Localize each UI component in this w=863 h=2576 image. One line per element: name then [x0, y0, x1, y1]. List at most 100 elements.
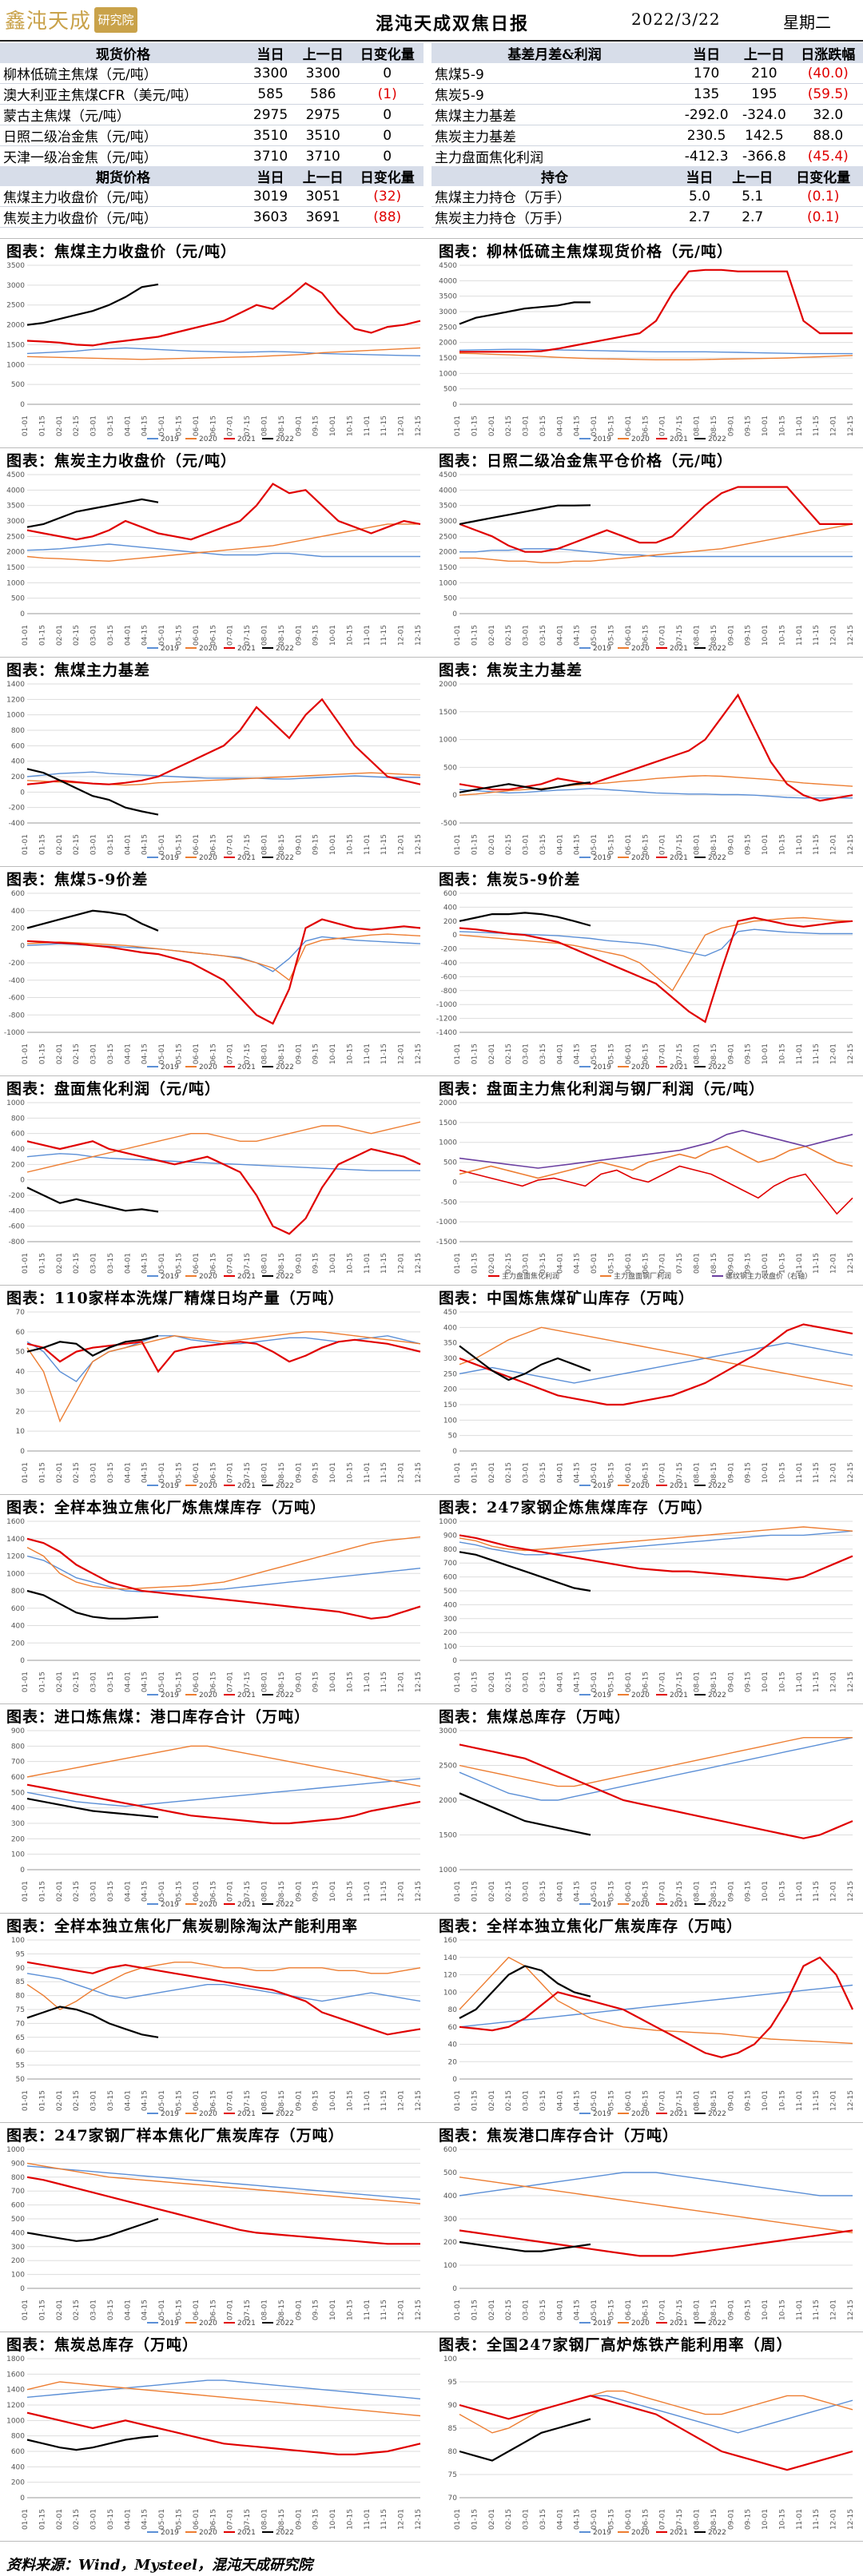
x-tick-label: 09-15 — [312, 1881, 320, 1902]
x-tick-label: 12-15 — [847, 625, 855, 646]
x-tick-label: 02-01 — [56, 415, 64, 436]
x-tick-label: 02-15 — [505, 415, 513, 436]
y-tick-label: 0 — [20, 942, 25, 950]
chart-panel: 图表：247家钢企炼焦煤库存（万吨） 0 100 200 300 400 500 600 700… — [432, 1496, 861, 1705]
x-tick-label: 10-15 — [346, 1253, 354, 1274]
row-label: 焦煤5-9 — [432, 63, 678, 84]
x-tick-label: 09-01 — [727, 1462, 735, 1483]
line-chart: 50 55 60 65 70 75 80 85 90 95 100 01-01 01-15 02-01 02… — [11, 1937, 423, 2118]
x-tick-label: 11-01 — [364, 834, 372, 855]
legend-label: 2022 — [276, 854, 294, 862]
series-line-2022 — [26, 2435, 159, 2451]
chart-panel: 图表：日照二级冶金焦平仓价格（元/吨） 0 500 1000 1500 2000 2500 3… — [432, 449, 861, 658]
legend-label: 2022 — [276, 2320, 294, 2328]
x-tick-label: 08-01 — [693, 1672, 701, 1692]
x-tick-label: 07-01 — [659, 2090, 667, 2111]
row-label: 日照二级冶金焦（元/吨） — [0, 125, 246, 146]
y-tick-label: 85 — [448, 2425, 457, 2433]
x-tick-label: 06-15 — [209, 2300, 217, 2320]
y-tick-label: 20 — [16, 1408, 26, 1416]
row-value: 0 — [351, 63, 424, 84]
chart-title: 图表：全样本独立焦化厂焦炭剔除淘汰产能利用率 — [6, 1918, 359, 1935]
x-tick-label: 02-15 — [73, 2300, 81, 2320]
x-tick-label: 06-15 — [642, 1044, 650, 1064]
x-tick-label: 12-01 — [830, 2090, 838, 2111]
x-tick-label: 09-15 — [312, 415, 320, 436]
x-tick-label: 03-01 — [523, 1462, 531, 1483]
x-tick-label: 06-01 — [625, 415, 633, 436]
y-tick-label: -1000 — [436, 1001, 457, 1009]
series-line-2019 — [26, 771, 420, 780]
row-value: 3300 — [295, 63, 352, 84]
x-tick-label: 10-01 — [762, 1881, 770, 1902]
legend-label: 2022 — [708, 1063, 726, 1071]
row-divider — [0, 2122, 863, 2123]
x-tick-label: 11-01 — [796, 2090, 804, 2111]
x-tick-label: 09-01 — [727, 1253, 735, 1274]
x-tick-label: 08-01 — [693, 415, 701, 436]
row-value: 195 — [735, 83, 793, 105]
x-tick-label: 10-01 — [329, 1253, 337, 1274]
legend-label: 2021 — [237, 1691, 256, 1699]
row-value: 585 — [246, 83, 296, 105]
x-tick-label: 06-15 — [209, 2090, 217, 2111]
legend-label: 2020 — [199, 1482, 217, 1490]
x-tick-label: 05-15 — [608, 2509, 616, 2530]
legend-label: 2019 — [593, 2529, 611, 2537]
x-tick-label: 03-15 — [539, 2090, 547, 2111]
x-tick-label: 05-01 — [158, 1672, 166, 1692]
x-tick-label: 02-01 — [488, 2090, 496, 2111]
x-tick-label: 04-15 — [574, 625, 582, 646]
x-tick-label: 12-15 — [415, 625, 423, 646]
y-tick-label: 0 — [452, 610, 457, 618]
legend-label: 2022 — [276, 645, 294, 653]
row-value: 5.0 — [678, 186, 722, 207]
chart-panel: 图表：柳林低硫主焦煤现货价格（元/吨） 0 500 1000 1500 2000 2500 3… — [432, 240, 861, 449]
y-tick-label: 2000 — [439, 681, 457, 689]
row-label: 澳大利亚主焦煤CFR（美元/吨） — [0, 83, 246, 105]
x-tick-label: 08-01 — [260, 1881, 268, 1902]
x-tick-label: 05-01 — [591, 1462, 599, 1483]
y-tick-label: 1000 — [439, 1518, 457, 1526]
x-tick-label: 07-01 — [659, 1044, 667, 1064]
x-tick-label: 02-15 — [505, 1044, 513, 1064]
legend-label: 2021 — [237, 645, 256, 653]
x-tick-label: 10-15 — [346, 1881, 354, 1902]
row-label: 焦煤主力基差 — [432, 104, 678, 125]
row-value: 0 — [351, 145, 424, 167]
legend-label: 2019 — [161, 2529, 179, 2537]
x-tick-label: 06-15 — [642, 834, 650, 855]
x-tick-label: 07-01 — [659, 415, 667, 436]
x-tick-label: 03-01 — [523, 2300, 531, 2320]
data-source-note: 资料来源：Wind，Mysteel，混沌天成研究院 — [6, 2557, 312, 2574]
y-tick-label: 500 — [443, 764, 457, 772]
x-tick-label: 04-01 — [556, 415, 564, 436]
x-tick-label: 09-01 — [295, 2300, 303, 2320]
x-tick-label: 05-15 — [176, 1044, 184, 1064]
x-tick-label: 12-01 — [398, 1044, 406, 1064]
x-tick-label: 03-01 — [90, 1253, 98, 1274]
futures-price-table: 期货价格 当日 上一日 日变化量 焦煤主力收盘价（元/吨） 3019 3051 (32) 焦炭主… — [0, 166, 424, 228]
x-tick-label: 06-15 — [209, 1253, 217, 1274]
x-tick-label: 12-15 — [415, 2300, 423, 2320]
x-tick-label: 02-15 — [505, 1881, 513, 1902]
y-tick-label: 3000 — [6, 518, 25, 526]
line-chart: 0 200 400 600 800 1000 1200 1400 1600 1800 01-01 01… — [6, 2355, 423, 2537]
y-tick-label: 100 — [11, 1937, 25, 1945]
legend-label: 2022 — [276, 1691, 294, 1699]
legend-label: 2020 — [631, 1063, 650, 1071]
y-tick-label: 0 — [452, 401, 457, 409]
x-tick-label: 12-01 — [830, 1881, 838, 1902]
x-tick-label: 07-01 — [227, 625, 235, 646]
x-tick-label: 02-01 — [56, 834, 64, 855]
x-tick-label: 05-15 — [608, 1881, 616, 1902]
y-tick-label: -200 — [9, 960, 26, 968]
x-tick-label: 07-15 — [244, 1881, 252, 1902]
x-tick-label: 03-15 — [539, 1462, 547, 1483]
y-tick-label: 200 — [443, 1386, 457, 1394]
x-tick-label: 02-15 — [73, 1044, 81, 1064]
x-tick-label: 06-15 — [642, 2509, 650, 2530]
y-tick-label: 800 — [11, 727, 25, 735]
x-tick-label: 06-15 — [642, 1672, 650, 1692]
x-tick-label: 05-15 — [176, 1253, 184, 1274]
